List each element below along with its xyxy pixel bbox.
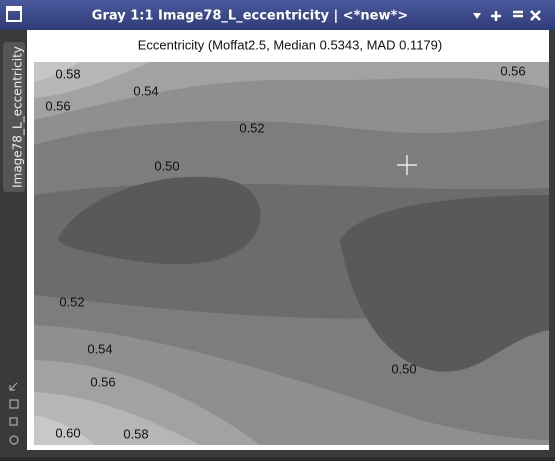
contour-label: 0.58 [123,426,148,441]
window-title: Gray 1:1 Image78_L_eccentricity | <*new*… [92,9,408,24]
contour-band [34,62,80,82]
contour-labels: 0.58 0.56 0.54 0.52 0.50 0.56 0.52 0.54 0.56 0.60… [45,63,525,441]
contour-band [340,195,549,372]
contour-label: 0.54 [87,341,112,356]
side-icon[interactable] [9,417,18,426]
contour-label: 0.60 [55,425,80,440]
contour-image [34,62,549,445]
contour-label: 0.50 [391,361,416,376]
contour-label: 0.56 [500,63,525,78]
side-tab-label: Image78_L_eccentricity [11,46,25,188]
crosshair-cursor [397,155,417,175]
contour-label: 0.52 [239,120,264,135]
title-bar[interactable] [0,0,555,30]
side-tab[interactable] [3,42,25,192]
contour-label: 0.54 [133,83,158,98]
contour-label: 0.52 [59,294,84,309]
plot-title: Eccentricity (Moffat2.5, Median 0.5343, … [138,37,442,52]
side-icon[interactable] [9,435,19,445]
contour-band [34,415,95,445]
side-icons [9,382,19,445]
side-icon[interactable] [9,399,19,409]
contour-band [58,176,261,265]
contour-label: 0.50 [154,158,179,173]
maximize-button[interactable] [491,11,501,21]
close-button[interactable] [530,10,541,21]
contour-band [34,62,150,98]
window-icon-bar [7,7,21,11]
window-border [549,30,555,457]
side-icon[interactable] [9,382,18,391]
window-border [27,450,555,457]
contour-label: 0.56 [45,98,70,113]
contour-label: 0.58 [55,66,80,81]
contour-label: 0.56 [90,374,115,389]
iconize-button[interactable] [513,10,523,18]
shade-button[interactable] [473,13,481,19]
